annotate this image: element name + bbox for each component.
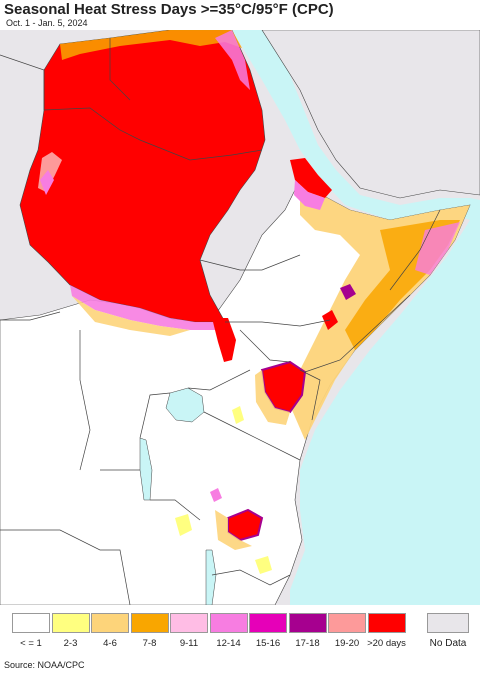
legend-nodata-label: No Data (429, 638, 467, 649)
heat-patch-1 (175, 514, 192, 536)
red-sea-gulf-aden (232, 30, 480, 605)
legend-swatch (91, 613, 129, 633)
map-title: Seasonal Heat Stress Days >=35°C/95°F (C… (4, 1, 334, 18)
legend-label: 12-14 (216, 638, 241, 649)
heat-fringe-north-pink (215, 30, 250, 90)
legend-nodata-swatch (427, 613, 469, 633)
heat-region-somalia-pink (415, 222, 460, 275)
legend-label: 15-16 (255, 638, 281, 649)
heat-patch-2 (232, 406, 244, 424)
legend-swatch (249, 613, 287, 633)
country-borders (0, 38, 441, 605)
lake-malawi (205, 549, 217, 605)
heat-spot-west (40, 170, 54, 195)
heat-patch-3 (255, 556, 272, 574)
legend-swatch (170, 613, 208, 633)
legend-label: 2-3 (63, 638, 78, 649)
legend-swatch (367, 613, 406, 633)
legend-swatch (209, 613, 248, 633)
legend-label: 17-18 (295, 638, 320, 649)
legend-label: 19-20 (334, 638, 360, 649)
heat-fringe-north (60, 30, 242, 60)
heat-spot-somalia (340, 284, 356, 300)
heat-fringe-south-yellow (72, 296, 190, 336)
arabian-peninsula (261, 30, 480, 199)
legend-swatch (12, 613, 50, 633)
legend-label: 9-11 (179, 638, 199, 649)
legend-swatch (51, 613, 90, 633)
legend-label: < = 1 (20, 638, 42, 649)
legend-label: 4-6 (103, 638, 117, 649)
heat-region-turkana (212, 318, 236, 362)
heat-region-kenya-fringe (255, 370, 290, 425)
heat-stress-map (0, 30, 480, 605)
lake-victoria (165, 387, 205, 423)
heat-region-eritrea-pink (294, 180, 325, 210)
map-svg (0, 30, 480, 605)
legend-swatch (130, 613, 169, 633)
legend-label: >20 days (367, 638, 406, 649)
heat-spot-south-2 (210, 488, 222, 502)
source-credit: Source: NOAA/CPC (4, 660, 85, 670)
heat-region-eritrea (290, 158, 332, 198)
legend-swatch (288, 613, 327, 633)
date-range: Oct. 1 - Jan. 5, 2024 (6, 18, 88, 28)
legend: < = 1 2-3 4-6 7-8 9-11 12-14 15-16 17-18 19-20 >2… (12, 613, 472, 653)
heat-region-south-fringe (215, 510, 252, 550)
legend-label: 7-8 (142, 638, 157, 649)
legend-swatch (328, 613, 366, 633)
heat-fringe-south (70, 285, 225, 330)
